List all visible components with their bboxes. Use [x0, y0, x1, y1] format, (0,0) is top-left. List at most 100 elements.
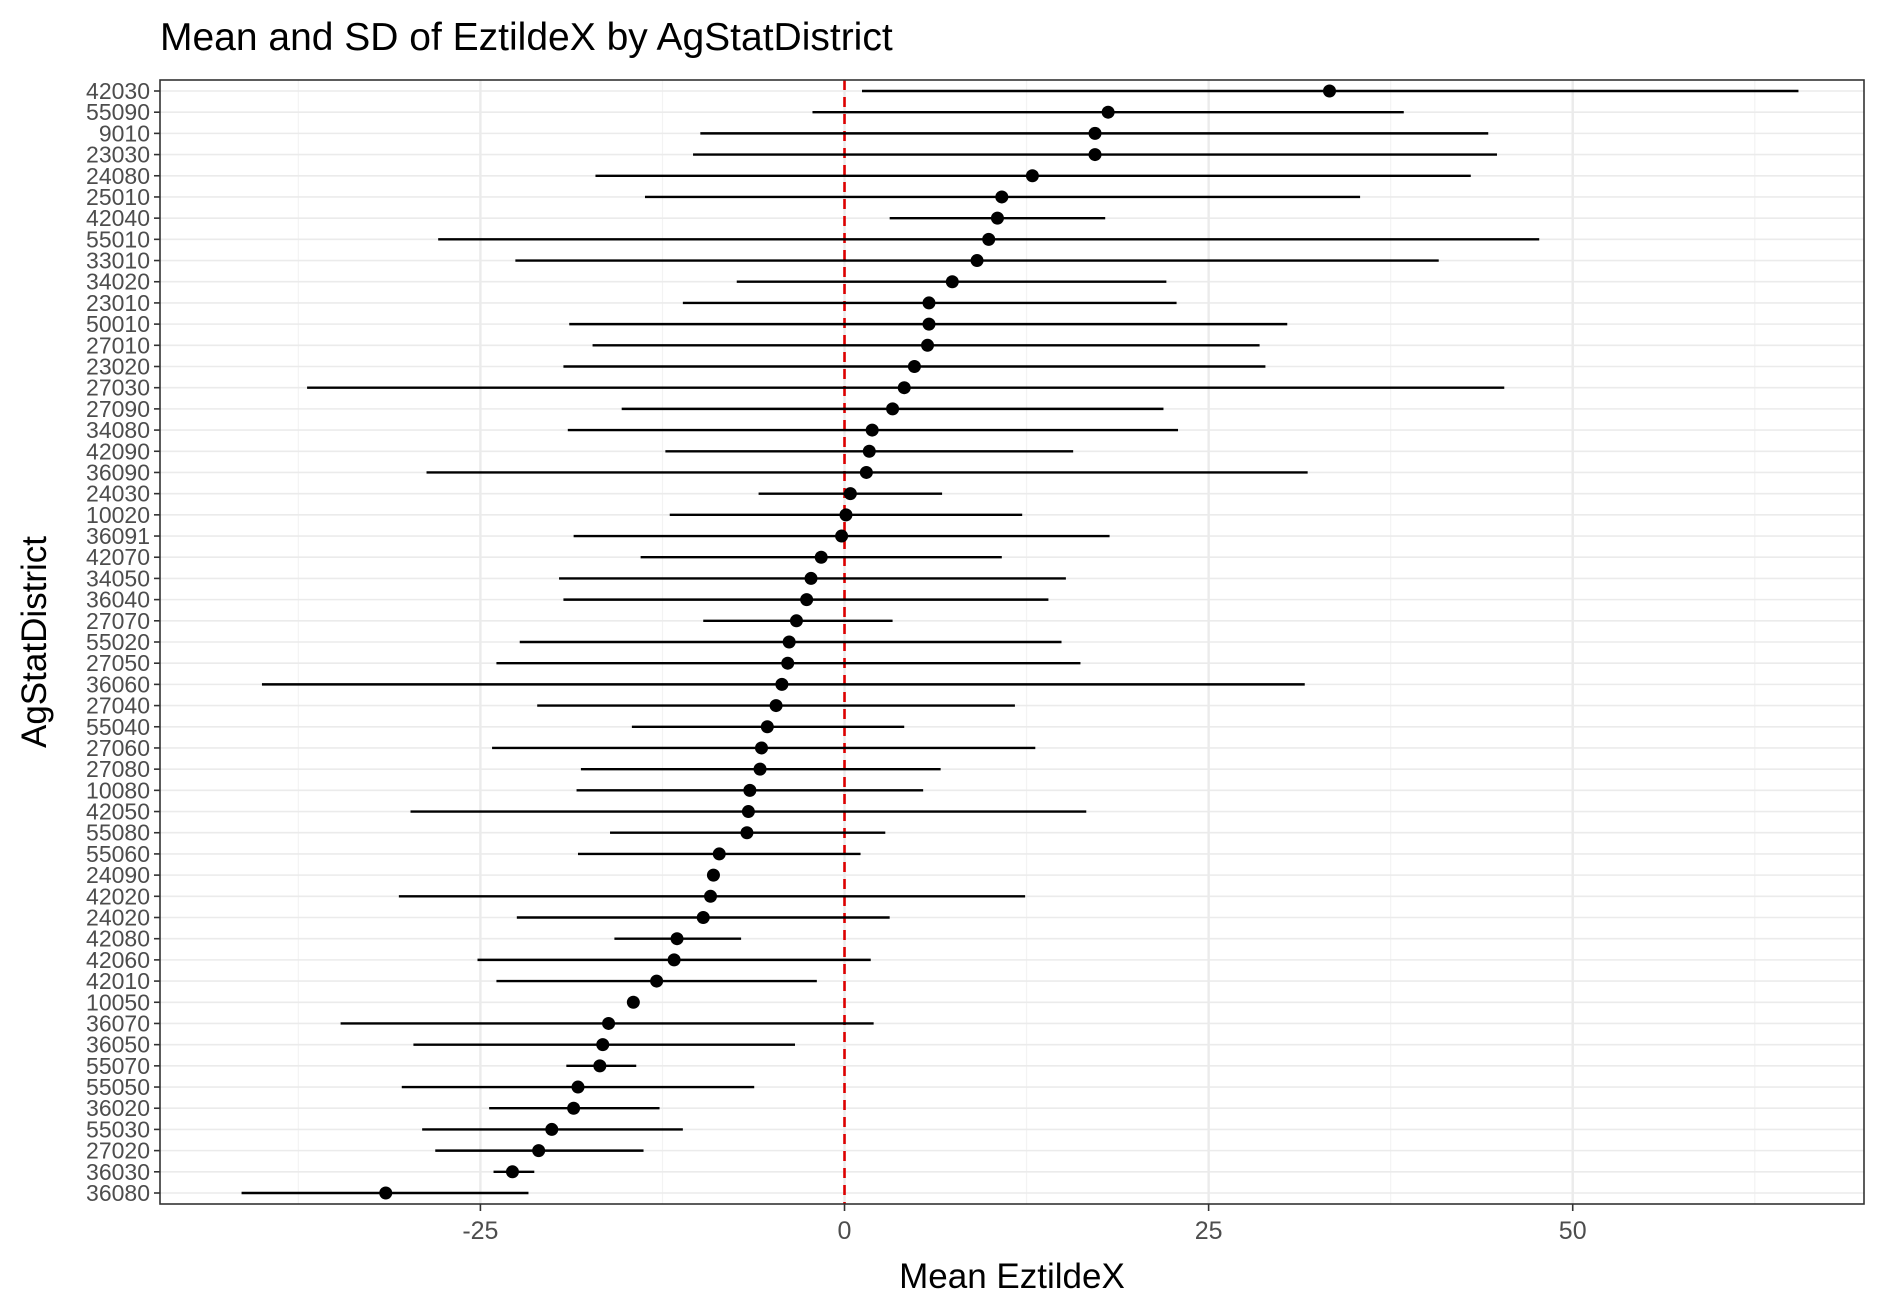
mean-point: [804, 571, 818, 585]
mean-point: [704, 889, 718, 903]
mean-point: [814, 550, 828, 564]
mean-point: [696, 911, 710, 924]
y-tick-label: 27050: [86, 650, 150, 676]
y-tick-label: 55090: [86, 99, 150, 125]
x-tick-label: -25: [462, 1217, 498, 1245]
mean-point: [922, 317, 936, 331]
y-tick-label: 36070: [86, 1010, 150, 1036]
y-tick-label: 55070: [86, 1053, 150, 1079]
y-tick-label: 36080: [86, 1180, 150, 1206]
district-row-55050: [401, 1080, 755, 1094]
y-tick-label: 9010: [99, 120, 150, 146]
mean-point: [1088, 126, 1102, 140]
mean-point: [990, 211, 1004, 225]
mean-point: [753, 762, 767, 776]
y-tick-label: 10080: [86, 777, 150, 803]
mean-point: [843, 487, 857, 501]
y-tick-label: 55040: [86, 714, 150, 740]
mean-point: [800, 593, 814, 607]
district-row-36090: [426, 465, 1308, 479]
y-tick-label: 55020: [86, 629, 150, 655]
mean-point: [571, 1080, 585, 1094]
mean-point: [789, 614, 803, 628]
y-tick-label: 50010: [86, 311, 150, 337]
district-row-23020: [563, 360, 1266, 373]
y-tick-label: 42040: [86, 205, 150, 231]
y-tick-label: 36050: [86, 1032, 150, 1058]
y-tick-label: 27020: [86, 1138, 150, 1164]
y-tick-label: 42060: [86, 947, 150, 973]
y-tick-label: 42080: [86, 926, 150, 952]
mean-point: [886, 402, 900, 416]
x-axis-title: Mean EztildeX: [899, 1257, 1125, 1296]
y-tick-label: 27010: [86, 332, 150, 358]
mean-point: [706, 868, 720, 882]
district-row-24030: [758, 487, 943, 501]
mean-point: [862, 444, 876, 458]
district-row-55080: [610, 826, 886, 840]
mean-point: [1101, 105, 1115, 119]
y-tick-label: 34020: [86, 269, 150, 295]
y-tick-label: 27090: [86, 396, 150, 422]
district-row-23030: [693, 148, 1497, 162]
mean-point: [667, 953, 681, 967]
district-row-10050: [626, 995, 640, 1009]
y-tick-label: 25010: [86, 184, 150, 210]
y-tick-label: 36091: [86, 523, 150, 549]
mean-point: [897, 381, 911, 395]
district-row-36091: [573, 529, 1110, 543]
district-row-42010: [496, 974, 817, 988]
district-row-27080: [580, 762, 941, 776]
mean-point: [505, 1165, 519, 1179]
y-tick-labels: 4203055090901023030240802501042040550103…: [86, 78, 160, 1206]
district-row-36070: [340, 1016, 874, 1030]
y-tick-label: 55010: [86, 226, 150, 252]
y-tick-label: 34050: [86, 565, 150, 591]
mean-point: [379, 1186, 393, 1200]
x-tick-label: 25: [1195, 1217, 1223, 1245]
district-row-23010: [682, 296, 1177, 310]
district-row-27090: [621, 402, 1164, 416]
district-row-55020: [519, 635, 1062, 649]
y-tick-label: 27060: [86, 735, 150, 761]
y-tick-label: 55050: [86, 1074, 150, 1100]
y-tick-label: 42010: [86, 968, 150, 994]
y-tick-label: 36030: [86, 1159, 150, 1185]
district-row-10020: [669, 508, 1023, 522]
mean-point: [839, 508, 853, 522]
district-row-55040: [631, 720, 905, 734]
mean-point: [1025, 169, 1039, 183]
y-tick-label: 36040: [86, 587, 150, 613]
y-tick-label: 42030: [86, 78, 150, 104]
district-row-27070: [703, 614, 893, 628]
mean-point: [670, 932, 684, 946]
y-tick-label: 24080: [86, 163, 150, 189]
mean-point: [769, 699, 783, 713]
district-row-36030: [493, 1165, 535, 1179]
district-row-55010: [438, 232, 1540, 246]
y-tick-label: 42090: [86, 438, 150, 464]
y-tick-label: 24020: [86, 905, 150, 931]
y-tick-label: 27030: [86, 375, 150, 401]
district-row-27020: [435, 1144, 644, 1158]
mean-point: [650, 974, 664, 988]
mean-point: [754, 741, 768, 755]
y-tick-label: 42070: [86, 544, 150, 570]
district-row-42050: [410, 805, 1087, 819]
mean-point: [740, 826, 754, 840]
y-tick-label: 42020: [86, 883, 150, 909]
district-row-42060: [477, 953, 871, 967]
district-row-27060: [492, 741, 1036, 755]
mean-point: [532, 1144, 546, 1158]
district-row-25010: [644, 190, 1361, 204]
y-tick-label: 10050: [86, 989, 150, 1015]
district-row-34080: [567, 423, 1179, 437]
y-tick-label: 55060: [86, 841, 150, 867]
district-row-42080: [614, 932, 742, 946]
y-tick-label: 33010: [86, 248, 150, 274]
district-row-36040: [563, 593, 1049, 607]
y-tick-label: 23030: [86, 142, 150, 168]
district-row-33010: [515, 254, 1439, 268]
mean-point: [567, 1101, 581, 1115]
